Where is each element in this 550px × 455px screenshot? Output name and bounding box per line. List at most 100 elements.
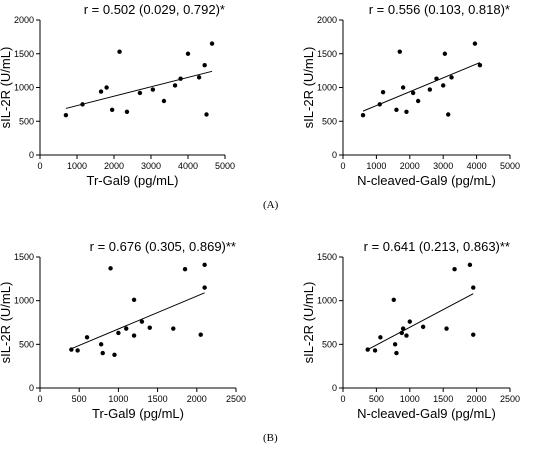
chart-panel-2: r = 0.556 (0.103, 0.818)* 0 500 1000 1500 200… bbox=[301, 2, 520, 188]
data-point bbox=[404, 333, 409, 338]
data-point bbox=[69, 347, 74, 352]
data-point bbox=[415, 98, 421, 104]
x-tick-label: 1500 bbox=[148, 394, 168, 404]
y-tick-label: 500 bbox=[19, 116, 34, 126]
data-point bbox=[452, 267, 457, 272]
y-tick-label: 1500 bbox=[14, 252, 34, 262]
x-tick-label: 1000 bbox=[366, 161, 386, 171]
data-point bbox=[407, 319, 412, 324]
x-tick-label: 5000 bbox=[500, 161, 520, 171]
chart-panel-1: r = 0.502 (0.029, 0.792)* 0 500 1000 1500 200… bbox=[0, 2, 235, 188]
trend-line bbox=[71, 292, 205, 350]
data-point bbox=[108, 266, 113, 271]
data-point bbox=[365, 347, 370, 352]
data-point bbox=[84, 335, 90, 340]
chart-title: r = 0.556 (0.103, 0.818)* bbox=[369, 2, 510, 17]
data-point bbox=[378, 335, 383, 340]
data-point bbox=[116, 330, 121, 336]
data-point bbox=[377, 102, 382, 107]
x-axis-label: Tr-Gal9 (pg/mL) bbox=[87, 173, 179, 188]
data-point bbox=[117, 49, 122, 54]
data-point bbox=[202, 285, 207, 290]
x-tick-label: 2000 bbox=[467, 394, 487, 404]
x-tick-label: 2000 bbox=[400, 161, 420, 171]
x-axis-label: Tr-Gal9 (pg/mL) bbox=[92, 406, 184, 421]
data-point bbox=[380, 90, 386, 95]
y-tick-label: 1000 bbox=[317, 296, 337, 306]
panel-label-b: (B) bbox=[263, 432, 278, 444]
data-point bbox=[441, 83, 446, 88]
trend-line bbox=[362, 62, 481, 112]
x-tick-label: 1000 bbox=[67, 161, 87, 171]
y-tick-label: 2000 bbox=[14, 15, 34, 25]
chart-panel-3: r = 0.676 (0.305, 0.869)** 0 500 1000 1500 0 5… bbox=[0, 239, 246, 421]
chart-title: r = 0.641 (0.213, 0.863)** bbox=[364, 239, 510, 254]
data-point bbox=[137, 90, 143, 96]
x-tick-label: 3000 bbox=[141, 161, 161, 171]
data-point bbox=[171, 326, 176, 331]
panel-label-a: (A) bbox=[263, 199, 279, 211]
y-tick-label: 500 bbox=[19, 339, 34, 349]
y-axis-label: sIL-2R (U/mL) bbox=[0, 47, 13, 129]
data-point bbox=[434, 76, 439, 81]
data-point bbox=[124, 109, 130, 115]
data-point bbox=[139, 319, 145, 324]
x-tick-label: 1000 bbox=[108, 394, 128, 404]
data-point bbox=[420, 324, 426, 330]
y-axis-label: sIL-2R (U/mL) bbox=[301, 47, 316, 129]
x-tick-label: 1000 bbox=[400, 394, 420, 404]
data-point bbox=[98, 342, 104, 347]
y-tick-label: 1500 bbox=[317, 252, 337, 262]
x-tick-label: 0 bbox=[37, 394, 42, 404]
chart-title: r = 0.502 (0.029, 0.792)* bbox=[84, 2, 225, 17]
x-tick-label: 0 bbox=[340, 161, 345, 171]
data-point bbox=[372, 348, 378, 353]
data-point bbox=[104, 85, 109, 90]
x-tick-label: 3000 bbox=[433, 161, 453, 171]
x-axis-label: N-cleaved-Gal9 (pg/mL) bbox=[357, 173, 496, 188]
y-tick-label: 1500 bbox=[14, 49, 34, 59]
y-tick-label: 1000 bbox=[14, 296, 34, 306]
data-point bbox=[444, 326, 449, 331]
data-point bbox=[124, 326, 129, 331]
data-point bbox=[360, 112, 366, 118]
trend-line bbox=[65, 70, 213, 109]
y-axis-label: sIL-2R (U/mL) bbox=[0, 282, 13, 364]
data-point bbox=[112, 352, 117, 358]
y-tick-label: 0 bbox=[29, 383, 34, 393]
data-point bbox=[161, 98, 167, 104]
data-point bbox=[427, 87, 433, 92]
data-point bbox=[198, 332, 203, 337]
data-point bbox=[178, 76, 183, 81]
data-point bbox=[394, 350, 399, 356]
data-point bbox=[80, 102, 85, 107]
data-point bbox=[150, 87, 156, 92]
data-point bbox=[131, 333, 137, 338]
y-axis-label: sIL-2R (U/mL) bbox=[301, 282, 316, 364]
x-tick-label: 2500 bbox=[500, 394, 520, 404]
data-point bbox=[209, 41, 215, 46]
data-point bbox=[202, 262, 207, 268]
x-tick-label: 0 bbox=[340, 394, 345, 404]
y-tick-label: 500 bbox=[322, 339, 337, 349]
y-tick-label: 1000 bbox=[14, 83, 34, 93]
y-tick-label: 1000 bbox=[317, 83, 337, 93]
data-point bbox=[400, 326, 406, 331]
data-point bbox=[404, 109, 409, 115]
data-point bbox=[399, 330, 404, 336]
data-point bbox=[449, 75, 454, 80]
data-point bbox=[131, 297, 137, 302]
data-point bbox=[75, 348, 80, 353]
data-point bbox=[471, 285, 476, 290]
data-point bbox=[442, 51, 448, 56]
data-point bbox=[100, 350, 105, 356]
data-point bbox=[471, 332, 476, 337]
x-tick-label: 4000 bbox=[178, 161, 198, 171]
data-point bbox=[172, 83, 178, 88]
data-point bbox=[147, 325, 152, 330]
x-tick-label: 2000 bbox=[104, 161, 124, 171]
data-point bbox=[202, 63, 207, 68]
data-point bbox=[391, 297, 396, 302]
